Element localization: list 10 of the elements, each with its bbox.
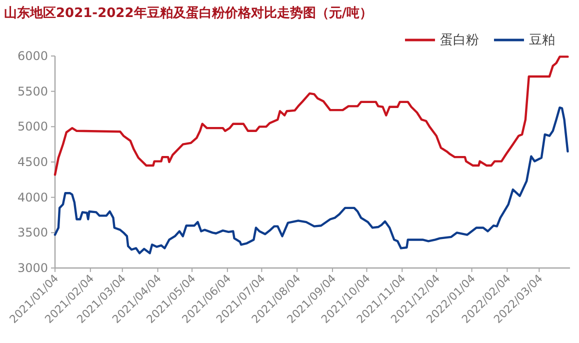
legend-label: 豆粕 bbox=[529, 33, 555, 48]
y-tick-label: 5500 bbox=[17, 84, 48, 98]
legend-label: 蛋白粉 bbox=[440, 33, 479, 48]
y-tick-label: 3500 bbox=[17, 226, 48, 240]
y-tick-label: 4500 bbox=[17, 155, 48, 169]
y-tick-label: 5000 bbox=[17, 120, 48, 134]
y-tick-label: 4000 bbox=[17, 190, 48, 204]
chart-title: 山东地区2021-2022年豆粕及蛋白粉价格对比走势图（元/吨） bbox=[4, 5, 373, 21]
y-tick-label: 3000 bbox=[17, 261, 48, 275]
y-tick-label: 6000 bbox=[17, 49, 48, 63]
